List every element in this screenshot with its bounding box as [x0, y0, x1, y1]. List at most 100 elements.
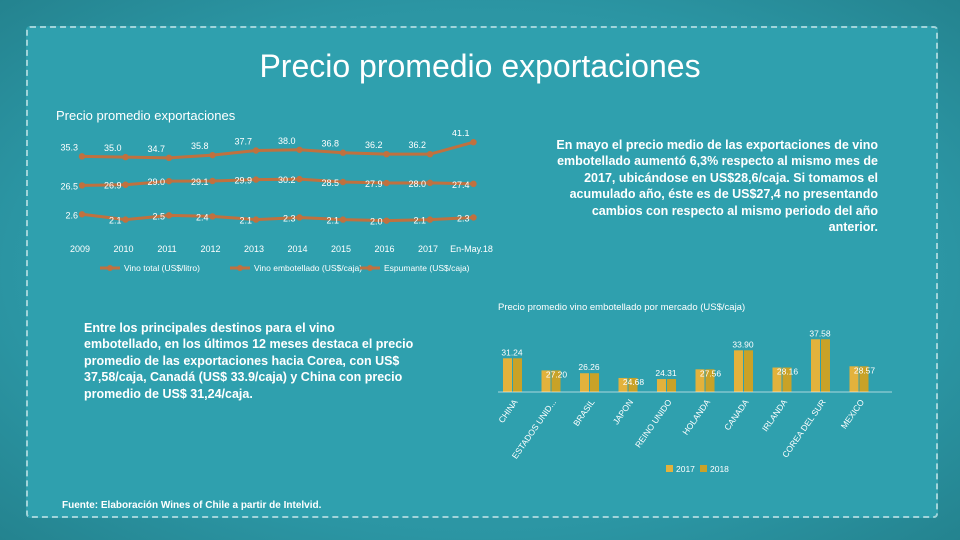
bar	[849, 366, 859, 392]
data-point	[165, 177, 173, 185]
data-point	[339, 149, 347, 156]
data-point	[209, 213, 216, 220]
series-line-2	[81, 140, 474, 160]
data-point	[209, 151, 216, 159]
data-point	[339, 216, 347, 223]
data-label: 30.2	[278, 175, 296, 185]
x-tick-label: 2016	[374, 244, 394, 254]
data-point	[165, 154, 173, 162]
data-label: 27.4	[452, 180, 470, 190]
data-point	[383, 179, 390, 187]
data-label: 36.8	[321, 139, 339, 149]
data-label: 24.31	[655, 368, 677, 378]
legend-label: Espumante (US$/caja)	[384, 263, 470, 273]
legend-marker	[237, 265, 243, 271]
data-label: 24.68	[623, 377, 645, 387]
bar	[513, 358, 522, 392]
data-label: 27.56	[700, 368, 722, 378]
data-label: 2.3	[283, 213, 296, 223]
summary-text-left: Entre los principales destinos para el v…	[84, 321, 414, 401]
legend-swatch	[700, 465, 707, 472]
source-note: Fuente: Elaboración Wines of Chile a par…	[62, 500, 322, 511]
data-point	[383, 150, 390, 158]
bar	[551, 370, 561, 392]
bar	[744, 350, 753, 392]
data-point	[470, 139, 477, 146]
bar	[821, 339, 830, 392]
data-label: 36.2	[408, 140, 426, 150]
x-tick-label: BRASIL	[571, 397, 597, 428]
bar	[580, 373, 589, 392]
data-point	[122, 216, 129, 223]
x-tick-label: En-May.18	[450, 244, 493, 254]
legend-label: 2018	[710, 464, 729, 474]
bar	[667, 379, 676, 392]
legend-label: 2017	[676, 464, 695, 474]
bar	[782, 367, 792, 392]
data-label: 37.7	[234, 137, 252, 147]
data-point	[296, 214, 303, 221]
data-label: 2.5	[152, 211, 165, 221]
data-point	[165, 212, 173, 219]
data-label: 26.5	[60, 181, 78, 191]
legend-swatch	[666, 465, 673, 472]
data-label: 2.1	[326, 216, 339, 226]
bar	[590, 373, 599, 392]
x-tick-label: 2009	[70, 244, 90, 254]
legend-marker	[107, 265, 113, 271]
series-line-0	[81, 212, 474, 223]
data-point	[339, 178, 347, 186]
x-tick-label: 2010	[113, 244, 133, 254]
data-point	[122, 181, 129, 188]
bar	[503, 358, 512, 392]
x-tick-label: 2014	[287, 244, 307, 254]
data-label: 2.4	[196, 212, 209, 222]
bar	[859, 366, 869, 392]
data-label: 28.57	[854, 365, 876, 375]
data-label: 41.1	[452, 130, 470, 138]
data-label: 26.9	[104, 181, 122, 191]
data-label: 35.0	[104, 143, 122, 153]
data-label: 33.90	[732, 339, 754, 349]
data-label: 37.58	[809, 328, 831, 338]
bar	[541, 370, 551, 392]
x-tick-label: 2017	[418, 244, 438, 254]
data-label: 27.9	[365, 179, 383, 189]
data-point	[470, 180, 477, 188]
data-label: 28.0	[408, 179, 426, 189]
x-tick-label: 2015	[331, 244, 351, 254]
data-label: 2.1	[109, 216, 122, 226]
x-tick-label: 2012	[200, 244, 220, 254]
data-point	[252, 216, 260, 223]
summary-text-right: En mayo el precio medio de las exportaci…	[556, 138, 878, 235]
data-point	[296, 146, 303, 153]
line-chart: 2.6 2.1 2.5 2.4 2.1 2.3 2.1 2.0 2.1 2.3 26.5 26.9 29…	[60, 130, 493, 273]
bar	[772, 367, 782, 392]
content-board	[26, 26, 938, 518]
x-tick-label: IRLANDA	[760, 397, 790, 433]
bar-chart-title: Precio promedio vino embotellado por mer…	[498, 302, 746, 313]
line-chart-title: Precio promedio exportaciones	[56, 108, 236, 123]
x-tick-label: CANADA	[722, 397, 751, 432]
x-tick-label: CHINA	[496, 397, 520, 425]
data-label: 36.2	[365, 140, 383, 150]
data-label: 28.16	[777, 367, 799, 377]
bar	[811, 339, 820, 392]
data-label: 27.20	[546, 369, 568, 379]
data-point	[426, 216, 434, 223]
data-label: 29.9	[234, 176, 252, 186]
bar	[695, 369, 705, 392]
x-tick-label: REINO UNIDO	[633, 397, 674, 449]
data-label: 2.3	[457, 213, 470, 223]
x-tick-label: JAPON	[611, 397, 635, 426]
data-point	[78, 182, 86, 189]
data-label: 35.8	[191, 141, 209, 151]
x-tick-label: 2013	[244, 244, 264, 254]
slide-title: Precio promedio exportaciones	[259, 48, 701, 84]
data-point	[426, 179, 434, 187]
x-tick-label: COREA DEL SUR	[780, 397, 828, 459]
data-point	[426, 150, 434, 158]
data-point	[209, 177, 216, 185]
bar	[628, 377, 638, 392]
